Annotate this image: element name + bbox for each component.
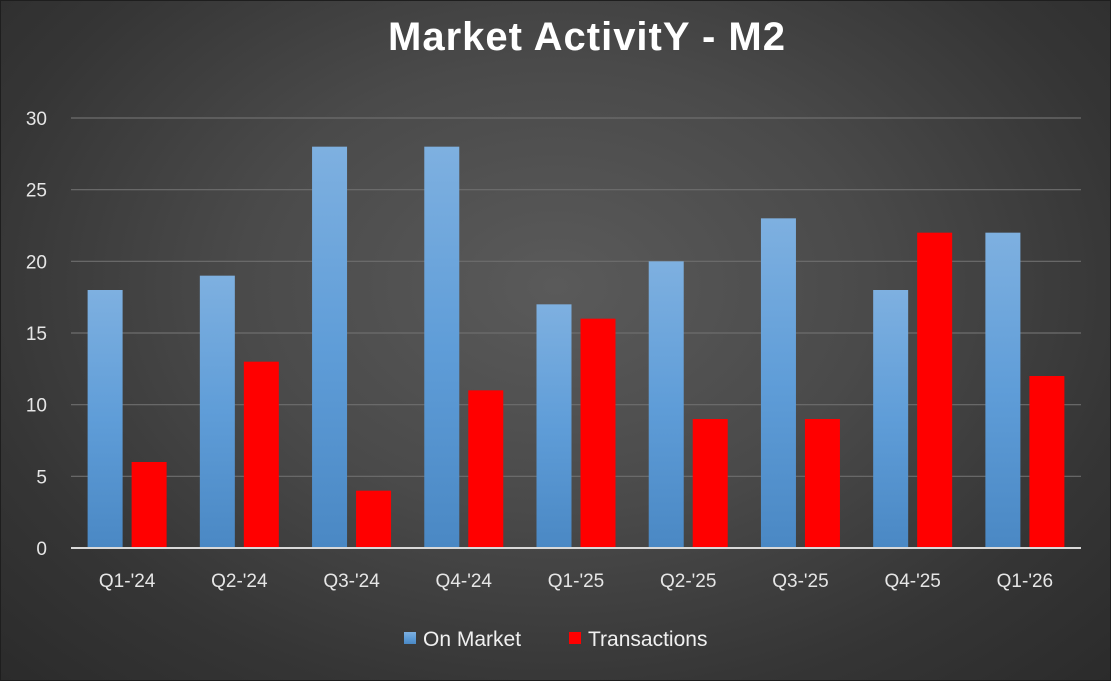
bars xyxy=(87,146,1065,549)
y-tick-label: 25 xyxy=(26,181,47,202)
x-tick-label: Q1-'26 xyxy=(997,571,1053,592)
gridlines xyxy=(71,117,1081,477)
x-tick-label: Q4-'24 xyxy=(436,571,493,592)
x-tick-label: Q3-'25 xyxy=(772,571,828,592)
x-tick-label: Q3-'24 xyxy=(323,571,380,592)
x-tick-label: Q2-'24 xyxy=(211,571,268,592)
legend-label-on-market: On Market xyxy=(423,628,521,651)
y-tick-label: 20 xyxy=(26,252,47,273)
y-tick-label: 10 xyxy=(26,396,47,417)
legend-swatch-on-market xyxy=(404,632,416,644)
y-tick-label: 15 xyxy=(26,324,47,345)
bar-on-market xyxy=(536,304,572,548)
y-tick-label: 5 xyxy=(36,467,47,488)
bar-on-market xyxy=(87,290,123,548)
bar-on-market xyxy=(760,218,796,549)
chart-title: Market ActivitY - M2 xyxy=(388,15,786,59)
bar-on-market xyxy=(648,261,684,548)
bar-transactions xyxy=(692,419,728,548)
bar-on-market xyxy=(199,275,235,548)
x-tick-label: Q2-'25 xyxy=(660,571,716,592)
bar-transactions xyxy=(243,361,279,548)
y-tick-label: 30 xyxy=(26,109,47,130)
bar-transactions xyxy=(917,232,953,548)
bar-on-market xyxy=(424,146,460,548)
legend: On Market Transactions xyxy=(404,628,707,651)
y-tick-label: 0 xyxy=(36,539,47,560)
x-tick-label: Q4-'25 xyxy=(884,571,940,592)
bar-on-market xyxy=(312,146,348,548)
bar-on-market xyxy=(985,232,1021,548)
bar-transactions xyxy=(468,390,504,548)
bar-transactions xyxy=(580,318,616,548)
bar-transactions xyxy=(1029,376,1065,548)
x-tick-label: Q1-'25 xyxy=(548,571,604,592)
x-tick-label: Q1-'24 xyxy=(99,571,156,592)
legend-swatch-transactions xyxy=(569,632,581,644)
bar-transactions xyxy=(804,419,840,548)
bar-on-market xyxy=(873,290,909,548)
axes: 0 5 10 15 20 25 30 Q1-'24 Q2-'24 Q3-'24 Q4-'24 Q1-'… xyxy=(26,109,1081,592)
bar-transactions xyxy=(131,462,167,548)
bar-transactions xyxy=(356,490,392,548)
legend-label-transactions: Transactions xyxy=(588,628,707,651)
